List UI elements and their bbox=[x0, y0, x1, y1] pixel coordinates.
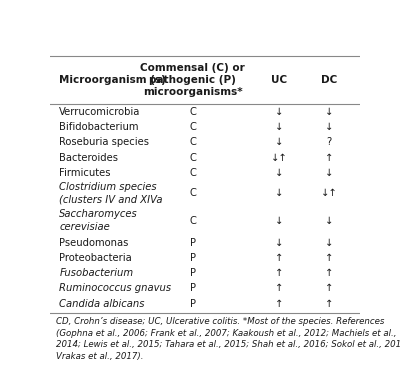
Text: ↓: ↓ bbox=[325, 168, 333, 178]
Text: P: P bbox=[190, 238, 196, 248]
Text: ?: ? bbox=[326, 138, 332, 147]
Text: Microorganism (s): Microorganism (s) bbox=[59, 75, 166, 85]
Text: UC: UC bbox=[271, 75, 288, 85]
Text: C: C bbox=[189, 188, 196, 198]
Text: ↑: ↑ bbox=[275, 253, 284, 263]
Text: ↓: ↓ bbox=[275, 138, 284, 147]
Text: ↓: ↓ bbox=[275, 122, 284, 132]
Text: ↓: ↓ bbox=[325, 107, 333, 117]
Text: ↑: ↑ bbox=[275, 299, 284, 309]
Text: Roseburia species: Roseburia species bbox=[59, 138, 149, 147]
Text: Bacteroides: Bacteroides bbox=[59, 153, 118, 163]
Text: ↑: ↑ bbox=[325, 253, 333, 263]
Text: Firmicutes: Firmicutes bbox=[59, 168, 111, 178]
Text: C: C bbox=[189, 122, 196, 132]
Text: ↑: ↑ bbox=[325, 153, 333, 163]
Text: Clostridium species
(clusters IV and XIVa: Clostridium species (clusters IV and XIV… bbox=[59, 182, 163, 204]
Text: P: P bbox=[190, 299, 196, 309]
Text: Saccharomyces
cerevisiae: Saccharomyces cerevisiae bbox=[59, 209, 138, 232]
Text: ↓: ↓ bbox=[325, 215, 333, 226]
Text: ↓↑: ↓↑ bbox=[271, 153, 288, 163]
Text: ↑: ↑ bbox=[325, 268, 333, 278]
Text: Commensal (C) or
pathogenic (P)
microorganisms*: Commensal (C) or pathogenic (P) microorg… bbox=[140, 63, 245, 97]
Text: ↓: ↓ bbox=[275, 215, 284, 226]
Text: ↓: ↓ bbox=[325, 122, 333, 132]
Text: ↑: ↑ bbox=[325, 283, 333, 293]
Text: ↓: ↓ bbox=[275, 238, 284, 248]
Text: ↓: ↓ bbox=[275, 168, 284, 178]
Text: P: P bbox=[190, 283, 196, 293]
Text: ↑: ↑ bbox=[325, 299, 333, 309]
Text: C: C bbox=[189, 107, 196, 117]
Text: DC: DC bbox=[321, 75, 337, 85]
Text: Fusobacterium: Fusobacterium bbox=[59, 268, 134, 278]
Text: C: C bbox=[189, 138, 196, 147]
Text: ↓↑: ↓↑ bbox=[321, 188, 337, 198]
Text: ↓: ↓ bbox=[275, 107, 284, 117]
Text: C: C bbox=[189, 168, 196, 178]
Text: ↓: ↓ bbox=[275, 188, 284, 198]
Text: P: P bbox=[190, 268, 196, 278]
Text: Candida albicans: Candida albicans bbox=[59, 299, 145, 309]
Text: Ruminococcus gnavus: Ruminococcus gnavus bbox=[59, 283, 172, 293]
Text: Proteobacteria: Proteobacteria bbox=[59, 253, 132, 263]
Text: ↓: ↓ bbox=[325, 238, 333, 248]
Text: Bifidobacterium: Bifidobacterium bbox=[59, 122, 139, 132]
Text: Verrucomicrobia: Verrucomicrobia bbox=[59, 107, 141, 117]
Text: C: C bbox=[189, 153, 196, 163]
Text: Pseudomonas: Pseudomonas bbox=[59, 238, 129, 248]
Text: P: P bbox=[190, 253, 196, 263]
Text: ↑: ↑ bbox=[275, 268, 284, 278]
Text: ↑: ↑ bbox=[275, 283, 284, 293]
Text: CD, Crohn’s disease; UC, Ulcerative colitis. *Most of the species. References
(G: CD, Crohn’s disease; UC, Ulcerative coli… bbox=[56, 317, 400, 361]
Text: C: C bbox=[189, 215, 196, 226]
